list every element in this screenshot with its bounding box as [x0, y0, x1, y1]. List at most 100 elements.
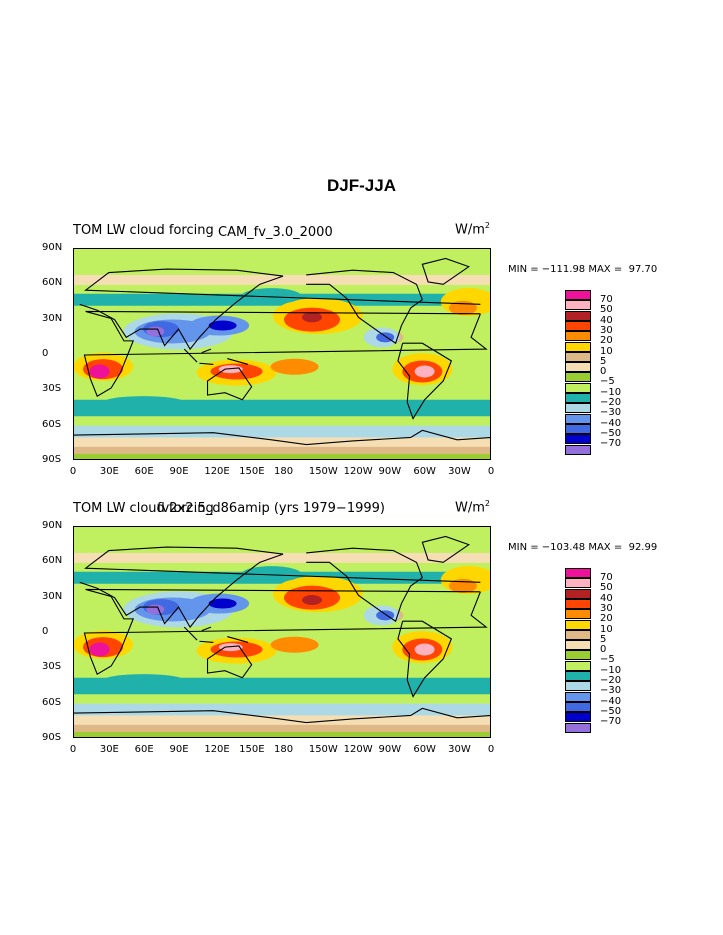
coastline [74, 429, 490, 446]
legend-swatch [565, 331, 591, 342]
legend-swatch [565, 434, 591, 445]
contour-region [146, 604, 165, 615]
lon-tick-label: 180 [274, 744, 294, 755]
legend-label: −70 [600, 438, 622, 450]
contour-region [208, 320, 237, 331]
legend-label: 70 [600, 294, 613, 305]
legend-swatch [565, 629, 591, 640]
legend-swatch [565, 351, 591, 362]
lon-tick-label: 60E [134, 466, 154, 477]
contour-band [74, 552, 490, 563]
legend-swatch [565, 660, 591, 671]
contour-region [89, 642, 110, 657]
lat-tick-label: 60S [42, 696, 62, 708]
legend-label: 10 [600, 345, 613, 357]
contour-region [103, 674, 184, 687]
contour-band [74, 527, 490, 545]
legend-swatch [565, 310, 591, 321]
lat-tick-label: 90N [42, 242, 63, 253]
lon-tick-label: 60E [134, 744, 154, 755]
coastline [79, 268, 481, 351]
contour-region [146, 326, 165, 337]
legend-swatch [565, 722, 591, 733]
contour-map [73, 526, 491, 738]
legend-swatch [565, 290, 591, 300]
lon-tick-label: 30W [448, 466, 471, 477]
legend-label: 0 [600, 644, 607, 656]
lon-tick-label: 90E [169, 466, 189, 477]
lat-tick-label: 30S [42, 661, 62, 673]
lon-tick-label: 150E [239, 466, 265, 477]
coastline [79, 546, 481, 629]
lon-tick-label: 60W [413, 466, 436, 477]
contour-region [414, 365, 435, 378]
coastline [397, 620, 453, 698]
coastline [306, 547, 423, 623]
lon-tick-label: 150W [308, 466, 338, 477]
legend-swatch [565, 300, 591, 311]
legend-swatch [565, 588, 591, 599]
contour-region [208, 598, 237, 609]
min-max-readout: MIN = −103.48 MAX = 92.99 [508, 542, 658, 553]
lat-tick-label: 30N [42, 312, 63, 324]
lat-tick-label: 60N [42, 277, 63, 289]
contour-map-svg [74, 249, 490, 459]
contour-band [74, 703, 490, 718]
legend-swatch [565, 598, 591, 609]
lon-tick-label: 90W [378, 466, 402, 477]
legend-label: −40 [600, 417, 622, 429]
legend-label: −5 [600, 376, 615, 388]
coastline [421, 535, 470, 563]
lat-tick-label: 0 [42, 626, 49, 637]
panel-left-title: TOM LW cloud forcing [73, 501, 214, 516]
contour-region [302, 312, 323, 323]
lon-tick-label: 150E [239, 744, 265, 755]
contour-band [74, 694, 490, 705]
legend-label: 50 [600, 582, 613, 594]
lat-tick-label: 90N [42, 520, 63, 531]
lat-tick-label: 60S [42, 418, 62, 430]
contour-region [270, 358, 319, 375]
legend-swatch [565, 320, 591, 331]
coastline [206, 645, 253, 679]
panel-units: W/m2 [455, 221, 490, 238]
legend-label: 5 [600, 633, 607, 645]
lat-tick-label: 90S [42, 732, 62, 743]
legend-swatch [565, 568, 591, 578]
legend-swatch [565, 640, 591, 651]
lat-tick-label: 0 [42, 348, 49, 359]
contour-region [414, 643, 435, 656]
legend-swatch [565, 393, 591, 403]
coastline [74, 707, 490, 724]
lat-tick-label: 30N [42, 590, 63, 602]
legend-label: −70 [600, 716, 622, 728]
contour-band [74, 731, 490, 737]
page-title: DJF-JJA [327, 176, 396, 195]
legend-label: −30 [600, 407, 622, 419]
coastline [83, 310, 488, 398]
lon-tick-label: 60W [413, 744, 436, 755]
lon-tick-label: 30W [448, 744, 471, 755]
contour-band [74, 416, 490, 427]
lon-tick-label: 90W [378, 744, 402, 755]
panel-units: W/m2 [455, 499, 490, 516]
coastline [183, 626, 249, 643]
legend-label: −50 [600, 427, 622, 439]
contour-map [73, 248, 491, 460]
lon-tick-label: 120W [343, 466, 373, 477]
legend-label: −10 [600, 386, 622, 398]
legend-swatch [565, 619, 591, 630]
legend-swatch [565, 403, 591, 414]
contour-region [103, 396, 184, 409]
legend-swatch [565, 372, 591, 383]
legend-swatch [565, 413, 591, 424]
plot-panel-1: TOM LW cloud forcing CAM_fv_3.0_2000 W/m… [0, 220, 723, 490]
legend-label: −40 [600, 695, 622, 707]
contour-band [74, 249, 490, 267]
contour-band [74, 274, 490, 285]
legend-label: 0 [600, 366, 607, 378]
legend-label: −50 [600, 705, 622, 717]
coastline [183, 348, 249, 365]
lon-tick-label: 90E [169, 744, 189, 755]
panel-left-title: TOM LW cloud forcing [73, 223, 214, 238]
